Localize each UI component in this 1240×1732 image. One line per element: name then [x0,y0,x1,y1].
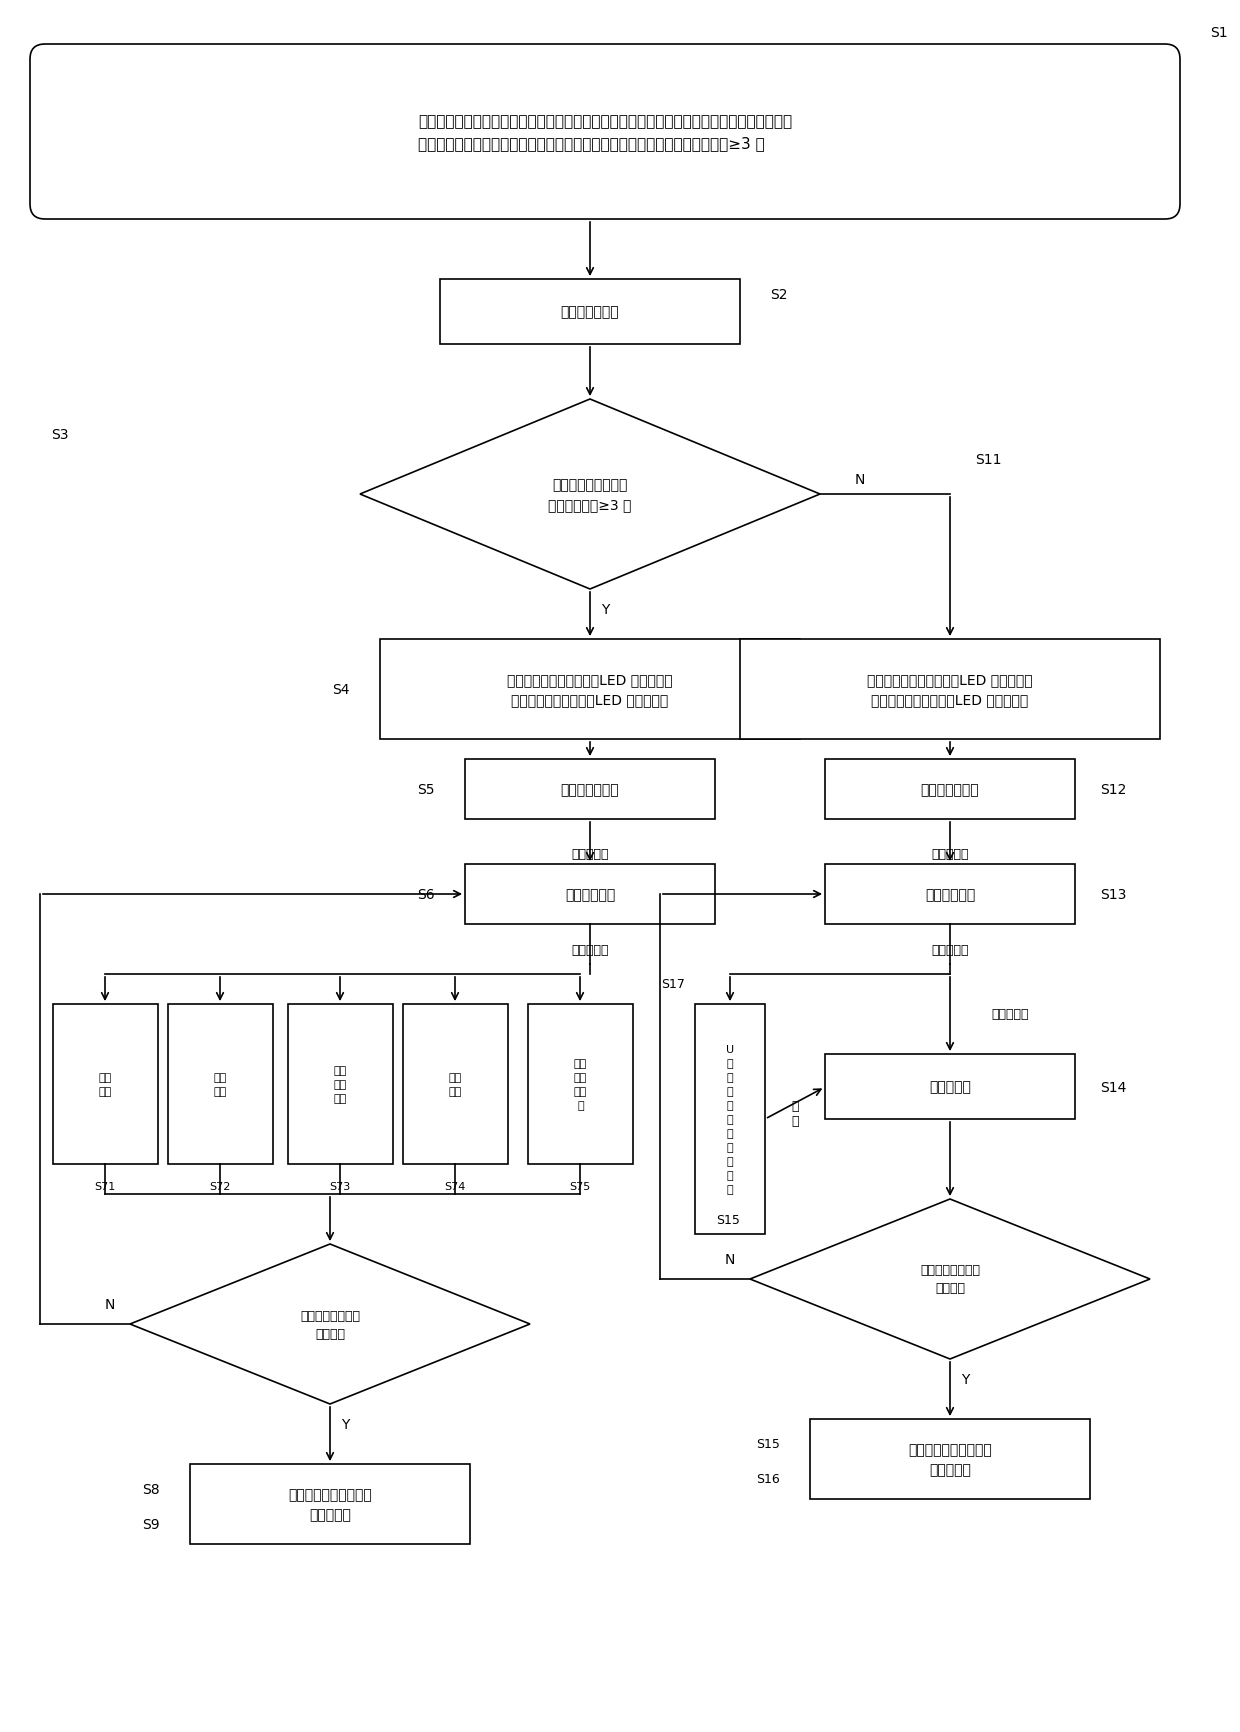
Text: 预设第一参数设定模式和第二参数设定模式、第一参数设定模式和第二参数设定模式分别所包
含的设定项目以及进入第一参数设定模式的主基板拨位键的按键方式为长按键≥3 秒: 预设第一参数设定模式和第二参数设定模式、第一参数设定模式和第二参数设定模式分别所… [418,114,792,151]
Bar [53,1005,157,1164]
Bar [379,639,800,740]
Bar [825,1055,1075,1119]
Text: S15: S15 [717,1212,740,1226]
Text: 保存所有设置，结束参
数设计程序: 保存所有设置，结束参 数设计程序 [288,1488,372,1521]
Bar [740,639,1159,740]
Text: 遥控器按键: 遥控器按键 [991,1008,1029,1020]
Bar [403,1005,508,1164]
Bar [825,760,1075,819]
Text: S1: S1 [1210,26,1228,40]
Text: S74: S74 [444,1181,466,1192]
Bar [694,1005,765,1235]
Text: S2: S2 [770,288,787,301]
Bar [825,864,1075,925]
Bar [465,864,715,925]
Text: Y: Y [341,1417,350,1431]
Text: S8: S8 [143,1483,160,1496]
Text: Y: Y [601,603,609,617]
Text: S73: S73 [330,1181,351,1192]
Text: 升数
设置: 升数 设置 [449,1072,463,1096]
Text: S5: S5 [418,783,435,797]
Text: 保存所有设置，结束参
数设计程序: 保存所有设置，结束参 数设计程序 [908,1443,992,1476]
Text: N: N [725,1252,735,1266]
Text: S11: S11 [975,452,1002,466]
Bar [440,281,740,345]
Text: Y: Y [961,1372,970,1386]
Bar [465,760,715,819]
Text: S71: S71 [94,1181,115,1192]
Text: 规格
设置: 规格 设置 [213,1072,227,1096]
Text: S17: S17 [661,979,684,991]
Text: 燃烧值设置: 燃烧值设置 [929,1079,971,1095]
Text: S16: S16 [756,1472,780,1486]
Text: 判断所有设定项目
是否遍历: 判断所有设定项目 是否遍历 [920,1264,980,1296]
FancyBboxPatch shape [30,45,1180,220]
Text: 选择设置种类: 选择设置种类 [565,887,615,901]
Text: N: N [854,473,866,487]
Text: S15: S15 [756,1438,780,1451]
Text: 判断所有设定项目
是否遍历: 判断所有设定项目 是否遍历 [300,1309,360,1341]
Bar [288,1005,393,1164]
Text: S75: S75 [569,1181,590,1192]
Polygon shape [750,1199,1149,1360]
Text: 太阳
能功
能设
置: 太阳 能功 能设 置 [574,1058,587,1110]
Polygon shape [130,1244,529,1405]
Text: 遥控器信号接入: 遥控器信号接入 [560,783,619,797]
Text: S4: S4 [332,682,350,696]
Text: 定时
功能
设置: 定时 功能 设置 [334,1065,347,1103]
Text: 判断主基板按键方式
是否为长按键≥3 秒: 判断主基板按键方式 是否为长按键≥3 秒 [548,478,631,511]
Text: 遥控器按键: 遥控器按键 [931,849,968,861]
Bar [190,1464,470,1545]
Bar [167,1005,273,1164]
Text: 选择设置种类: 选择设置种类 [925,887,975,901]
Text: S14: S14 [1100,1081,1126,1095]
Text: S6: S6 [418,887,435,901]
Text: 参
看: 参 看 [791,1100,799,1128]
Text: N: N [105,1297,115,1311]
Bar [810,1419,1090,1500]
Text: 进入第一参数设定模式，LED 指示灯控制
电路以第一方式导通，LED 指示灯长亮: 进入第一参数设定模式，LED 指示灯控制 电路以第一方式导通，LED 指示灯长亮 [507,672,673,707]
Text: 遥控器信号接入: 遥控器信号接入 [920,783,980,797]
Text: 遥控器按键: 遥控器按键 [931,942,968,956]
Text: 按主基板拨位键: 按主基板拨位键 [560,305,619,319]
Text: 遥控器按键: 遥控器按键 [572,849,609,861]
Text: U
型
压
力
计
与
调
压
阀
联
通: U 型 压 力 计 与 调 压 阀 联 通 [725,1044,734,1195]
Text: S9: S9 [143,1517,160,1531]
Text: S72: S72 [210,1181,231,1192]
Text: 遥控器按键: 遥控器按键 [572,942,609,956]
Bar [528,1005,632,1164]
Polygon shape [360,400,820,589]
Text: S3: S3 [51,428,68,442]
Text: S13: S13 [1100,887,1126,901]
Text: 气源
设置: 气源 设置 [99,1072,112,1096]
Text: 进入第二参数设定模式，LED 指示灯控制
电路以第二方式导通，LED 指示灯闪烁: 进入第二参数设定模式，LED 指示灯控制 电路以第二方式导通，LED 指示灯闪烁 [867,672,1033,707]
Text: S12: S12 [1100,783,1126,797]
